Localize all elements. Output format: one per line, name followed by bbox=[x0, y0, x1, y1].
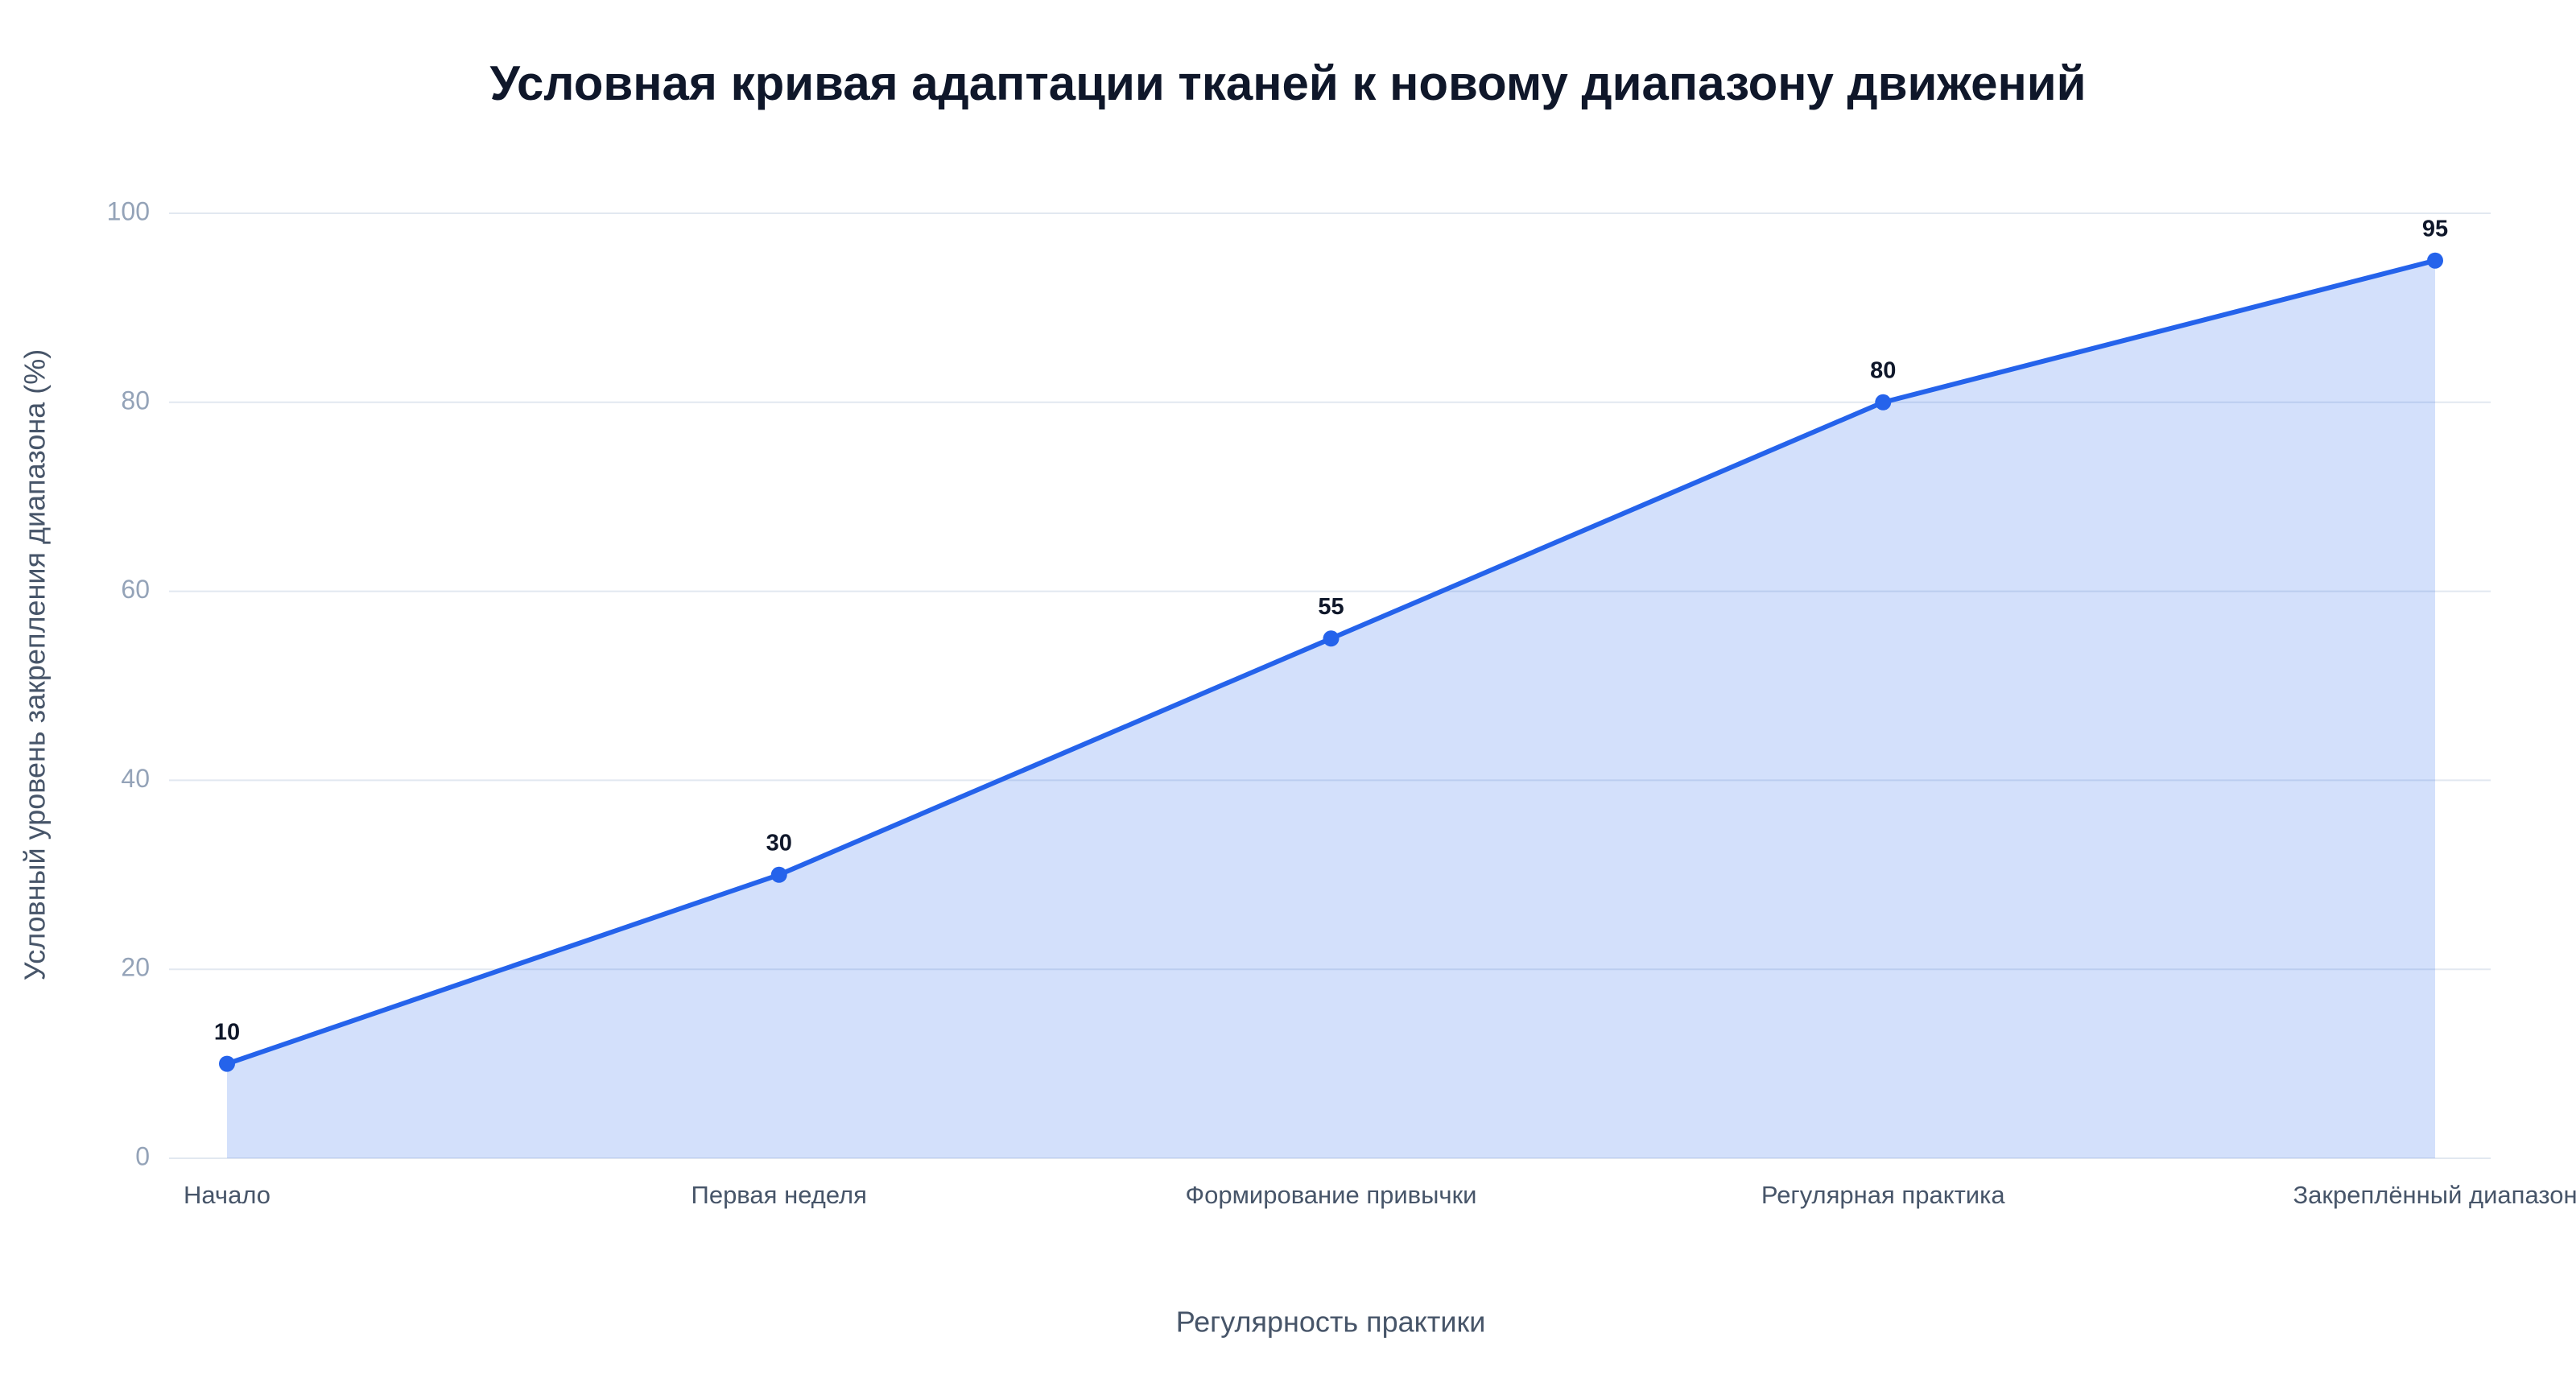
point bbox=[219, 1055, 235, 1072]
data-label: 95 bbox=[2422, 216, 2448, 241]
x-tick-label: Первая неделя bbox=[691, 1181, 867, 1209]
x-axis-label: Регулярность практики bbox=[1176, 1306, 1486, 1339]
x-tick-label: Формирование привычки bbox=[1186, 1181, 1477, 1209]
point bbox=[770, 866, 787, 883]
x-tick-label: Закреплённый диапазон bbox=[2293, 1181, 2576, 1209]
y-tick-label: 40 bbox=[121, 764, 150, 793]
point bbox=[1323, 630, 1340, 647]
y-tick-label: 0 bbox=[135, 1141, 150, 1170]
data-label: 30 bbox=[766, 830, 792, 856]
data-label: 80 bbox=[1870, 357, 1896, 383]
y-tick-label: 20 bbox=[121, 953, 150, 982]
data-label: 10 bbox=[214, 1019, 240, 1045]
y-tick-label: 100 bbox=[107, 196, 150, 225]
x-tick-label: Регулярная практика bbox=[1761, 1181, 2005, 1209]
x-tick-label: Начало bbox=[184, 1181, 270, 1209]
data-label: 55 bbox=[1318, 594, 1344, 620]
point bbox=[2427, 252, 2443, 269]
y-axis-label: Условный уровень закрепления диапазона (… bbox=[19, 349, 52, 981]
chart-title: Условная кривая адаптации тканей к новом… bbox=[490, 56, 2087, 110]
point bbox=[1875, 394, 1892, 411]
area bbox=[227, 260, 2435, 1159]
y-tick-label: 80 bbox=[121, 386, 150, 415]
y-tick-label: 60 bbox=[121, 575, 150, 604]
